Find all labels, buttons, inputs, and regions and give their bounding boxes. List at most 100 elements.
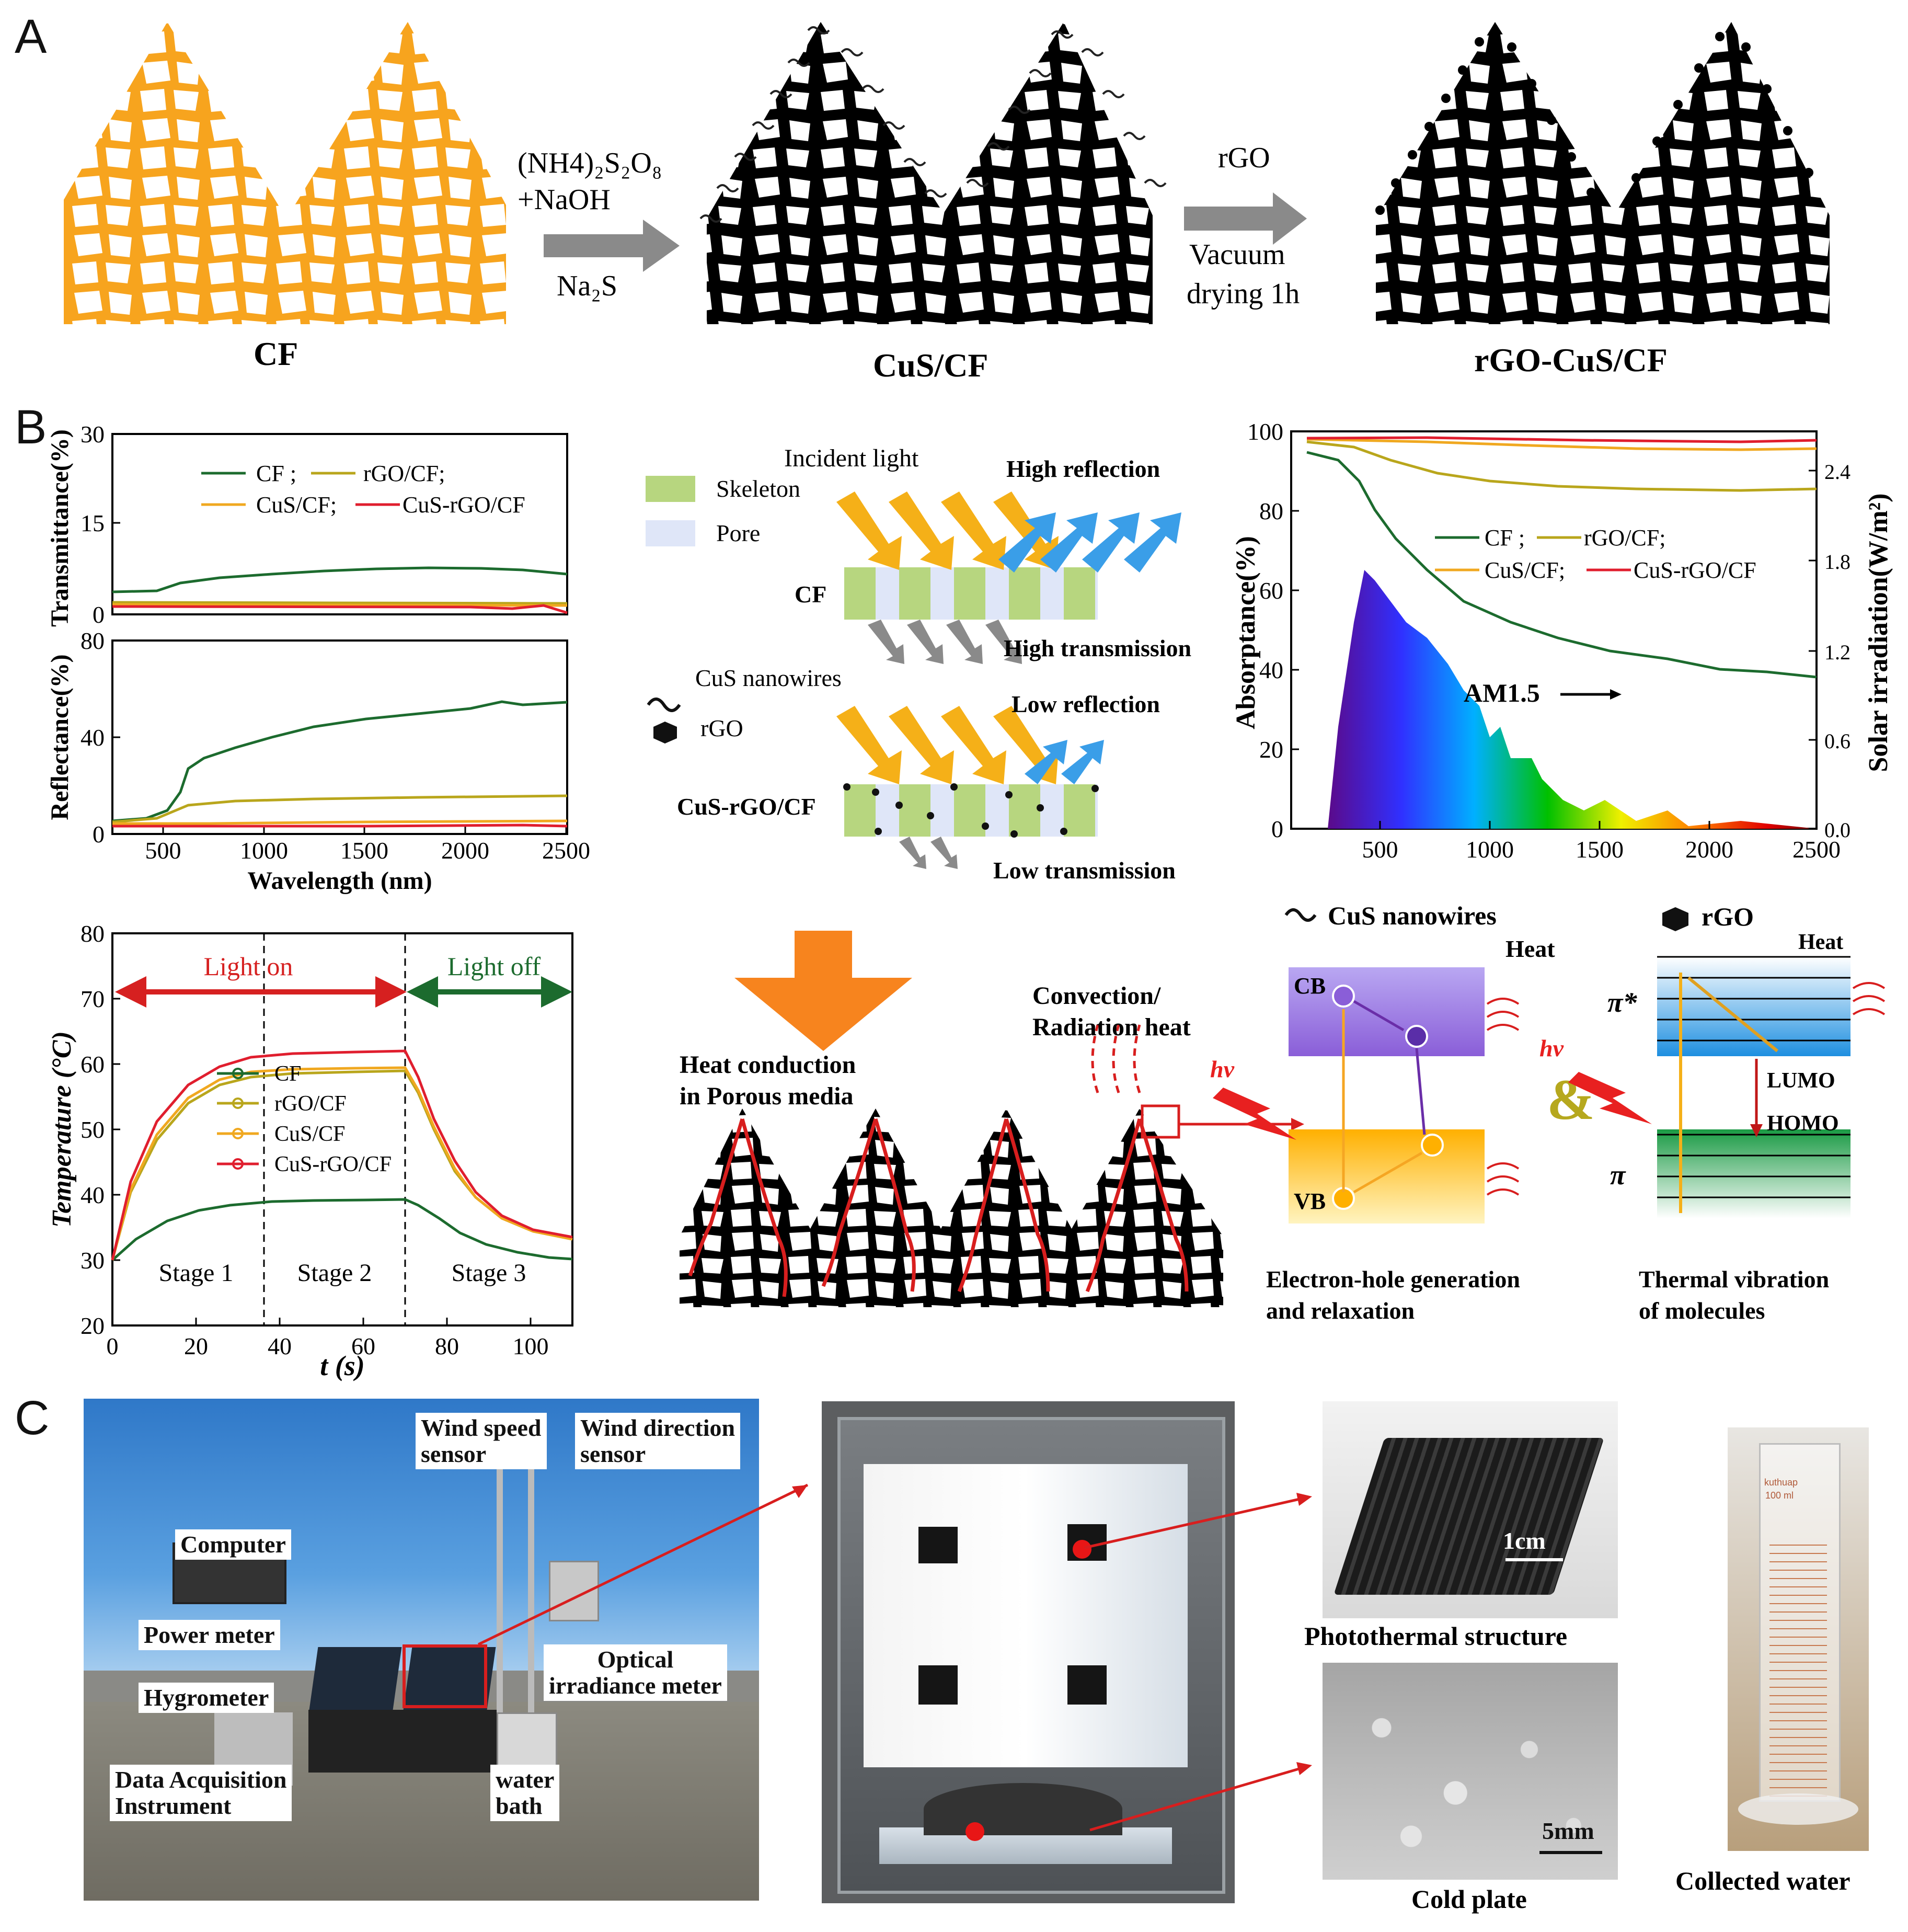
- stage-label: Stage 1: [159, 1259, 234, 1287]
- absorptance-ytick: 40: [1259, 657, 1283, 683]
- pi-band: [1657, 1129, 1850, 1218]
- absorptance-ytick: 0: [1271, 816, 1283, 842]
- svg-text:VB: VB: [1294, 1188, 1326, 1214]
- svg-text:Low transmission: Low transmission: [993, 857, 1176, 884]
- reflectance-line-rgo: [112, 794, 568, 824]
- absorptance-ytick: 60: [1259, 577, 1283, 604]
- reflectance-xtick: 1000: [240, 837, 288, 864]
- svg-text:LUMO: LUMO: [1767, 1069, 1835, 1093]
- temperature-ylabel: Temperature (°C): [47, 1031, 77, 1228]
- legend-label-cus: CuS/CF;: [256, 492, 337, 518]
- absorptance-ytick: 80: [1259, 498, 1283, 524]
- cus-nanowire-legend-icon: [647, 698, 681, 712]
- optical-irradiance-meter-label: Optical irradiance meter: [544, 1644, 727, 1701]
- data-acquisition-label: Data Acquisition Instrument: [110, 1765, 292, 1821]
- scale-5mm: 5mm: [1542, 1817, 1594, 1844]
- cus-nanowire-icon: [1284, 908, 1317, 922]
- cf-structure: [64, 22, 506, 324]
- svg-text:in Porous media: in Porous media: [680, 1082, 853, 1110]
- transmittance-line-cus-rgo: [112, 604, 568, 614]
- legend-marker: [232, 1098, 244, 1109]
- temperature-line-cf: [111, 1198, 573, 1261]
- legend-label-rgo: rGO/CF;: [1584, 525, 1665, 551]
- svg-text:CB: CB: [1294, 973, 1326, 999]
- cus-rgo-cf-block: [844, 784, 1098, 837]
- reflectance-ytick: 0: [93, 821, 105, 848]
- svg-text:Convection/: Convection/: [1032, 982, 1161, 1010]
- transmittance-line-cf: [112, 566, 568, 593]
- irradiation-ytick: 0.0: [1824, 818, 1850, 842]
- transmittance-plot-frame: [111, 433, 568, 615]
- svg-text:HOMO: HOMO: [1767, 1112, 1839, 1136]
- reflectance-xtick: 2000: [441, 837, 489, 864]
- svg-text:High reflection: High reflection: [1006, 455, 1160, 482]
- conduction-band: [1289, 967, 1485, 1056]
- transmittance-ytick: 30: [81, 421, 105, 448]
- svg-text:CuS nanowires: CuS nanowires: [1328, 901, 1497, 930]
- legend-label-rgo: rGO/CF;: [363, 461, 445, 486]
- legend-marker: [232, 1068, 244, 1079]
- collected-water-caption: Collected water: [1675, 1866, 1850, 1895]
- absorptance-line-cf: [1306, 451, 1817, 679]
- rgo-icon: [1662, 907, 1688, 931]
- reflectance-line-cus: [112, 819, 568, 825]
- absorptance-chart: 100 80 60 40 20 0 2.4 1.8 1.2 0.6 0.0 500 1000 1500…: [1231, 418, 1893, 863]
- cus-cf-label: CuS/CF: [873, 347, 989, 384]
- svg-text:π: π: [1610, 1159, 1626, 1191]
- stage-label: Stage 2: [297, 1259, 372, 1287]
- valence-band: [1289, 1129, 1485, 1224]
- legend-label: CuS/CF: [274, 1122, 345, 1146]
- svg-text:Pore: Pore: [716, 520, 760, 546]
- reflectance-line-cf: [112, 700, 568, 822]
- absorptance-xtick: 1000: [1466, 836, 1514, 863]
- temperature-xtick: 20: [184, 1333, 208, 1359]
- temperature-ytick: 50: [81, 1116, 105, 1143]
- cylinder-volume: 100 ml: [1765, 1490, 1794, 1501]
- transmittance-reflectance-chart: 30 15 0 CF ; rGO/CF; CuS/CF; CuS-rGO/CF 80 40 0…: [46, 421, 590, 895]
- temperature-ytick: 20: [81, 1312, 105, 1339]
- hygrometer-label: Hygrometer: [139, 1683, 274, 1713]
- legend-label-cus: CuS/CF;: [1485, 557, 1565, 583]
- irradiation-ytick: 0.6: [1824, 729, 1850, 753]
- step1-reagent-2: +NaOH: [518, 184, 611, 216]
- temperature-ytick: 40: [81, 1182, 105, 1208]
- temperature-line-cus: [111, 1066, 573, 1261]
- svg-text:of molecules: of molecules: [1639, 1297, 1765, 1324]
- pi-star-band: [1657, 957, 1850, 1056]
- svg-text:Heat: Heat: [1505, 935, 1555, 962]
- transmittance-ytick: 0: [93, 601, 105, 628]
- water-bath-label: water bath: [490, 1765, 560, 1821]
- cold-plate-caption: Cold plate: [1411, 1884, 1527, 1914]
- temperature-xtick: 60: [351, 1333, 375, 1359]
- legend-marker: [232, 1128, 244, 1139]
- wind-direction-sensor-label: Wind direction sensor: [575, 1413, 741, 1469]
- cf-label: CF: [254, 335, 298, 372]
- photothermal-structure-photo: 1cm: [1323, 1401, 1618, 1618]
- absorptance-xtick: 2500: [1792, 836, 1841, 863]
- panel-label-a: A: [15, 10, 47, 63]
- pore-legend-swatch: [646, 520, 695, 546]
- temperature-xtick: 100: [513, 1333, 549, 1359]
- transmittance-ytick: 15: [81, 510, 105, 536]
- rgo-cus-cf-label: rGO-CuS/CF: [1474, 341, 1668, 379]
- svg-text:Low reflection: Low reflection: [1012, 691, 1160, 717]
- am15-spectrum-shape: [1328, 570, 1817, 829]
- porous-structure: [680, 1108, 1223, 1307]
- heat-mechanism-schematic: Heat CB VB hv CuS nanowires & rGO hv Hea…: [680, 901, 1886, 1324]
- transmittance-ylabel: Transmittance(%): [46, 429, 74, 627]
- transmittance-line-cus: [112, 603, 568, 607]
- panel-label-b: B: [15, 401, 47, 454]
- hv-lightning-2: [1568, 1072, 1652, 1124]
- svg-text:Radiation heat: Radiation heat: [1032, 1013, 1191, 1041]
- reflectance-plot-frame: [111, 639, 568, 835]
- reflectance-xtick: 1500: [340, 837, 388, 864]
- irradiation-ytick: 1.8: [1824, 550, 1850, 574]
- svg-text:CuS nanowires: CuS nanowires: [695, 665, 842, 691]
- temperature-line-cus-rgo: [111, 1049, 573, 1261]
- light-interaction-schematic: Incident light Skeleton Pore High reflec…: [646, 444, 1191, 884]
- svg-text:Incident light: Incident light: [784, 444, 919, 472]
- svg-text:hv: hv: [1539, 1035, 1564, 1061]
- cylinder-brand: kuthuap: [1764, 1477, 1798, 1488]
- zoom-box: [1141, 1104, 1180, 1139]
